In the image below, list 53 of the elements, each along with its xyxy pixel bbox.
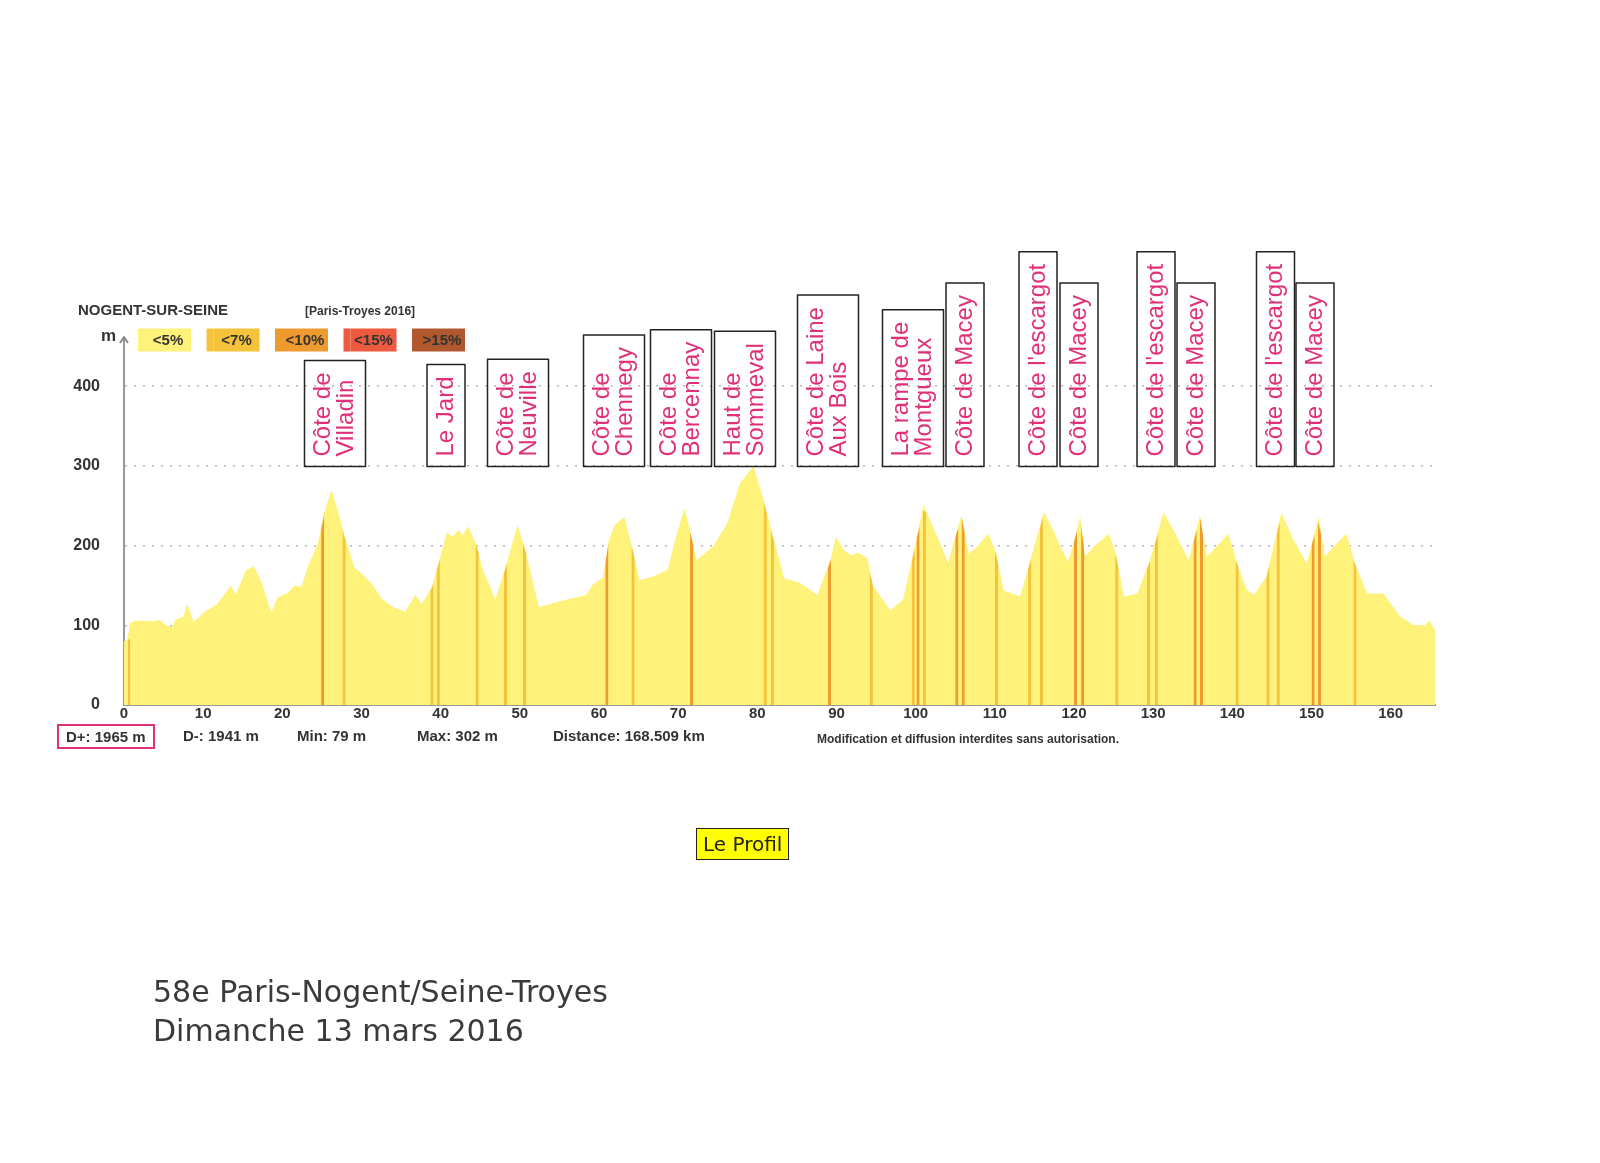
x-tick-label: 80 xyxy=(748,704,766,722)
annotation: La rampe de Montgueux xyxy=(886,321,937,457)
x-tick-label: 130 xyxy=(1140,704,1166,722)
legend-label: <10% xyxy=(285,331,325,349)
y-tick-label: 400 xyxy=(73,376,101,394)
annotation: Côte de Macey xyxy=(1180,295,1208,457)
text: D+: 1965 m xyxy=(57,724,155,749)
legend-label: <15% xyxy=(354,331,393,349)
annotation: Le Jard xyxy=(430,376,458,457)
x-tick-label: 40 xyxy=(432,704,450,722)
annotation: Côte de Macey xyxy=(1063,295,1091,457)
text: Modification et diffusion interdites sans autorisation. xyxy=(817,732,1120,746)
annotation: Côte de Laine Aux Bois xyxy=(801,307,852,457)
annotation: Côte de Villadin xyxy=(308,372,359,457)
x-tick-label: 110 xyxy=(982,704,1007,722)
legend-label: <5% xyxy=(152,331,184,349)
text: 58e Paris-Nogent/Seine-Troyes xyxy=(153,974,608,1009)
x-tick-label: 100 xyxy=(903,704,929,722)
legend-label: <7% xyxy=(221,331,252,349)
text: NOGENT-SUR-SEINE xyxy=(78,301,229,318)
text: Max: 302 m xyxy=(417,727,498,744)
x-tick-label: 60 xyxy=(590,704,608,722)
x-tick-label: 140 xyxy=(1219,704,1245,722)
x-tick-label: 20 xyxy=(273,704,291,722)
annotation: Côte de Neuville xyxy=(491,371,542,457)
annotation: Côte de l'escargot xyxy=(1022,263,1050,457)
text: Min: 79 m xyxy=(297,727,367,744)
x-tick-label: 90 xyxy=(828,704,845,722)
x-tick-label: 120 xyxy=(1061,704,1087,722)
x-tick-label: 0 xyxy=(119,704,129,722)
annotation: Côte de Macey xyxy=(949,295,977,457)
x-tick-label: 160 xyxy=(1378,704,1404,722)
text: Le Profil xyxy=(696,828,790,860)
text: [Paris-Troyes 2016] xyxy=(305,304,416,318)
annotation: Côte de l'escargot xyxy=(1260,263,1288,457)
y-tick-label: 200 xyxy=(73,536,101,554)
annotation: Côte de l'escargot xyxy=(1140,263,1168,457)
x-tick-label: 50 xyxy=(511,704,529,722)
legend-label: >15% xyxy=(422,331,462,349)
text: D-: 1941 m xyxy=(183,727,259,744)
annotation: Côte de Chennegy xyxy=(587,347,638,457)
x-tick-label: 10 xyxy=(194,704,212,722)
x-tick-label: 150 xyxy=(1298,704,1325,722)
text: Dimanche 13 mars 2016 xyxy=(153,1013,524,1048)
annotation: Côte de Macey xyxy=(1299,295,1327,457)
y-tick-label: 300 xyxy=(73,456,101,474)
x-tick-label: 70 xyxy=(669,704,687,722)
x-tick-label: 30 xyxy=(353,704,370,722)
annotation: Côte de Bercennay xyxy=(654,341,705,457)
y-axis-title: m xyxy=(100,325,116,345)
y-tick-label: 100 xyxy=(73,615,101,633)
text: Distance: 168.509 km xyxy=(553,727,705,744)
annotation: Haut de Sommeval xyxy=(718,343,769,457)
